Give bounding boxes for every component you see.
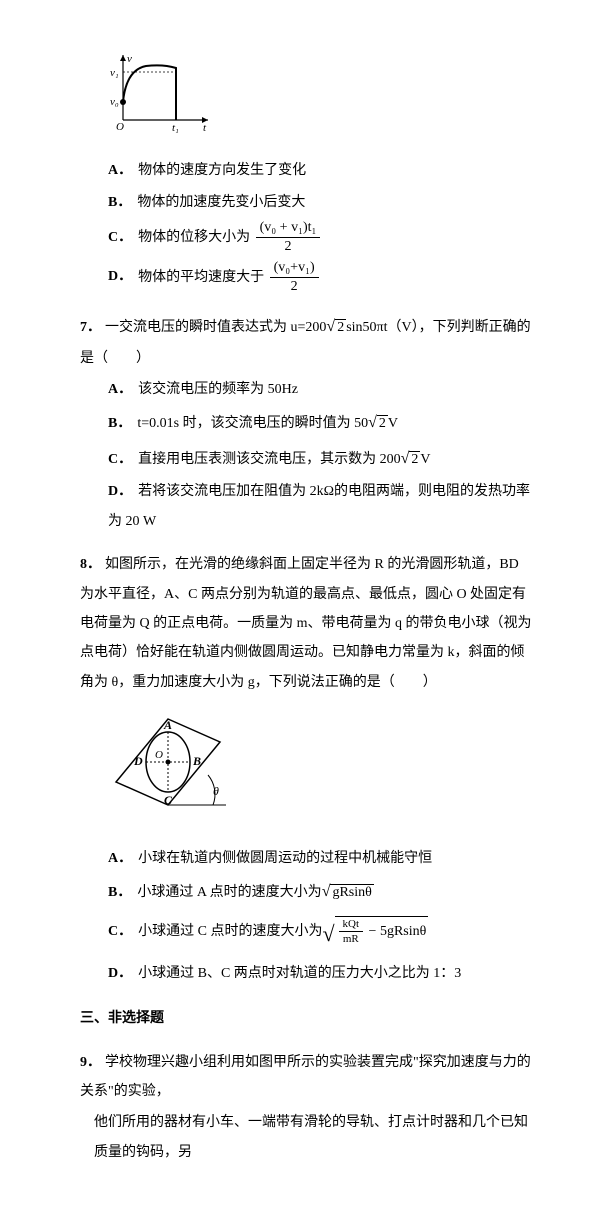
q6-a-text: 物体的速度方向发生了变化 [138,163,306,178]
q8-option-c: C．小球通过 C 点时的速度大小为√kQtmR − 5gRsinθ [108,911,535,957]
svg-text:v: v [127,53,132,65]
q6-c-prefix: 物体的位移大小为 [138,230,250,245]
q7-stem: 7．一交流电压的瞬时值表达式为 u=200√2sin50πt（V），下列判断正确… [80,310,535,373]
q7-d-text: 若将该交流电压加在阻值为 2kΩ的电阻两端，则电阻的发热功率为 20 W [108,484,530,528]
svg-text:θ: θ [213,784,219,798]
q9-stem1: 学校物理兴趣小组利用如图甲所示的实验装置完成"探究加速度与力的关系"的实验， [80,1055,531,1099]
q6-option-b: B．物体的加速度先变小后变大 [108,188,535,217]
q7-stem-a: 一交流电压的瞬时值表达式为 u=200 [105,320,326,335]
q7-b-b: V [388,416,398,431]
svg-text:D: D [133,754,143,768]
q8-a-text: 小球在轨道内侧做圆周运动的过程中机械能守恒 [138,851,432,866]
q6-option-d: D．物体的平均速度大于 (v₀+v₁) 2 [108,259,535,296]
q8-option-d: D．小球通过 B、C 两点时对轨道的压力大小之比为 1：3 [108,959,535,988]
q8-option-a: A．小球在轨道内侧做圆周运动的过程中机械能守恒 [108,844,535,873]
q8-option-b: B．小球通过 A 点时的速度大小为√gRsinθ [108,875,535,909]
q6-option-c: C．物体的位移大小为 (v₀ + v₁)t₁ 2 [108,219,535,256]
svg-text:O: O [155,749,163,761]
svg-text:v₁: v₁ [110,67,119,79]
q7-c-a: 直接用电压表测该交流电压，其示数为 200 [138,452,401,467]
velocity-time-graph: v₁ v₀ O t₁ t v [108,50,535,146]
q7-option-c: C．直接用电压表测该交流电压，其示数为 200√2V [108,442,535,476]
inclined-plane-circle-diagram: A D B C O θ [108,707,535,833]
q7-option-a: A．该交流电压的频率为 50Hz [108,375,535,404]
q7-option-d: D．若将该交流电压加在阻值为 2kΩ的电阻两端，则电阻的发热功率为 20 W [108,477,535,536]
svg-text:v₀: v₀ [110,96,119,108]
q7-option-b: B．t=0.01s 时，该交流电压的瞬时值为 50√2V [108,406,535,440]
q6-c-fraction: (v₀ + v₁)t₁ 2 [256,219,321,256]
q8-stem: 8．如图所示，在光滑的绝缘斜面上固定半径为 R 的光滑圆形轨道，BD 为水平直径… [80,550,535,697]
q6-d-prefix: 物体的平均速度大于 [138,269,264,284]
q6-d-fraction: (v₀+v₁) 2 [270,259,319,296]
q9-stem: 9．学校物理兴趣小组利用如图甲所示的实验装置完成"探究加速度与力的关系"的实验， [80,1048,535,1107]
q7-b-a: t=0.01s 时，该交流电压的瞬时值为 50 [137,416,368,431]
q7-c-b: V [420,452,430,467]
svg-text:t: t [203,122,207,134]
svg-text:O: O [116,121,124,133]
q8-stem-text: 如图所示，在光滑的绝缘斜面上固定半径为 R 的光滑圆形轨道，BD 为水平直径，A… [80,557,532,690]
q8-b-prefix: 小球通过 A 点时的速度大小为 [137,885,321,900]
q9-stem2: 他们所用的器材有小车、一端带有滑轮的导轨、打点计时器和几个已知质量的钩码，另 [94,1108,535,1167]
svg-text:A: A [163,718,172,732]
q6-option-a: A．物体的速度方向发生了变化 [108,156,535,185]
svg-text:B: B [192,754,201,768]
q8-d-text: 小球通过 B、C 两点时对轨道的压力大小之比为 1：3 [138,966,461,981]
q8-c-prefix: 小球通过 C 点时的速度大小为 [138,924,322,939]
q7-a-text: 该交流电压的频率为 50Hz [138,382,298,397]
section-3-title: 三、非选择题 [80,1004,535,1033]
svg-text:t₁: t₁ [172,122,179,134]
q6-b-text: 物体的加速度先变小后变大 [137,195,305,210]
